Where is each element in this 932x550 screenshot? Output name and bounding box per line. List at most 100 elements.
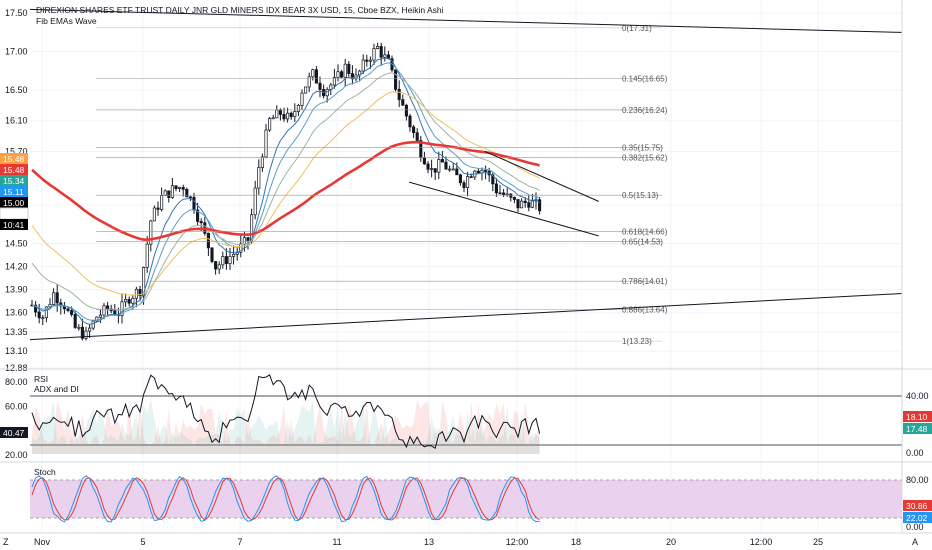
candle-body bbox=[98, 314, 102, 318]
price-tag: 15.48 bbox=[0, 153, 28, 164]
price-tick-label: 15.70 bbox=[5, 146, 28, 156]
adx-tick-label: 0.00 bbox=[906, 448, 924, 458]
timezone-toggle-icon[interactable]: Z bbox=[3, 537, 9, 547]
price-tick-label: 13.90 bbox=[5, 285, 28, 295]
chart-title: DIREXION SHARES ETF TRUST DAILY JNR GLD … bbox=[36, 5, 444, 15]
price-tag: 15.00 bbox=[0, 197, 28, 208]
trendline bbox=[29, 293, 903, 341]
candle-body bbox=[160, 195, 164, 210]
stoch-band-fill bbox=[30, 480, 902, 518]
price-tag: 10:41 bbox=[0, 219, 28, 230]
rsi-tick-label: 80.00 bbox=[5, 377, 28, 387]
candle-body bbox=[199, 221, 203, 224]
stoch-value-tag-label: 22.02 bbox=[906, 513, 928, 523]
time-tick-label: 7 bbox=[237, 537, 242, 547]
candle-body bbox=[152, 207, 156, 222]
candle-body bbox=[433, 168, 437, 173]
price-tag-label: 14.99 bbox=[3, 209, 25, 219]
candle-body bbox=[55, 292, 59, 304]
time-tick-label: 12:00 bbox=[506, 537, 529, 547]
candle-body bbox=[37, 311, 41, 319]
price-tick-label: 14.20 bbox=[5, 262, 28, 272]
candle-body bbox=[260, 156, 264, 168]
candle-body bbox=[509, 193, 513, 198]
time-tick-label: 13 bbox=[424, 537, 434, 547]
di-value-tag: 17.48 bbox=[903, 423, 932, 434]
price-tag-label: 15.34 bbox=[3, 176, 25, 186]
ema-21-line bbox=[31, 72, 540, 311]
candle-body bbox=[91, 320, 95, 329]
price-pane[interactable] bbox=[30, 42, 542, 341]
candle-body bbox=[70, 310, 74, 315]
stoch-value-tag-bg bbox=[903, 512, 932, 523]
candle-body bbox=[214, 261, 218, 270]
candle-body bbox=[379, 46, 383, 58]
candle-body bbox=[48, 304, 52, 308]
candle-body bbox=[415, 132, 419, 141]
candle-body bbox=[538, 199, 542, 212]
candle-body bbox=[66, 308, 70, 311]
candle-body bbox=[361, 59, 365, 72]
candle-body bbox=[221, 256, 225, 266]
fib-level-label: 0.886(13.64) bbox=[622, 306, 668, 315]
candle-body bbox=[188, 196, 192, 199]
candle-body bbox=[278, 109, 282, 115]
candle-body bbox=[516, 199, 520, 209]
candle-body bbox=[286, 112, 290, 120]
fib-level-label: 0.35(15.75) bbox=[622, 144, 663, 153]
candle-body bbox=[124, 299, 128, 303]
stoch-pane[interactable]: 80.00 0.00 30.86 22.02 bbox=[30, 475, 932, 532]
candle-body bbox=[242, 237, 246, 245]
candle-body bbox=[232, 253, 236, 257]
price-tick-label: 13.10 bbox=[5, 346, 28, 356]
price-tag: 14.99 bbox=[0, 207, 29, 220]
time-axis[interactable]: Nov 5 7 11 13 12:00 18 20 12:00 25 bbox=[34, 537, 823, 547]
candle-body bbox=[282, 114, 286, 120]
ema-34-line bbox=[31, 91, 540, 296]
candle-body bbox=[437, 159, 441, 173]
candle-body bbox=[127, 299, 131, 304]
candle-body bbox=[257, 167, 261, 189]
price-tag-bg bbox=[0, 197, 28, 208]
candle-body bbox=[520, 200, 524, 209]
di-minus-area bbox=[32, 399, 540, 454]
rsi-value-tag: 40.47 bbox=[0, 427, 28, 438]
price-tag: 15.11 bbox=[0, 186, 28, 197]
rsi-pane[interactable]: 80.00 60.00 20.00 40.00 0.00 40.47 18.10 17.48 bbox=[0, 374, 932, 460]
candle-body bbox=[512, 196, 516, 200]
auto-scale-toggle[interactable]: A bbox=[912, 537, 918, 547]
candle-body bbox=[138, 288, 142, 297]
trendlines[interactable] bbox=[29, 8, 903, 341]
candle-body bbox=[332, 77, 336, 86]
adx-tick-label: 40.00 bbox=[906, 391, 929, 401]
fib-level-label: 0.236(16.24) bbox=[622, 106, 668, 115]
candle-body bbox=[502, 192, 506, 196]
candle-body bbox=[530, 200, 534, 208]
price-tag-label: 15.48 bbox=[3, 154, 25, 164]
price-tick-label: 16.50 bbox=[5, 85, 28, 95]
candle-body bbox=[80, 326, 84, 339]
candle-body bbox=[494, 183, 498, 194]
candle-body bbox=[448, 168, 452, 171]
candle-body bbox=[307, 76, 311, 88]
time-tick-label: 11 bbox=[332, 537, 341, 547]
candle-body bbox=[289, 112, 293, 118]
candle-body bbox=[368, 59, 372, 62]
candle-body bbox=[174, 185, 178, 189]
candle-body bbox=[476, 170, 480, 174]
candle-body bbox=[455, 168, 459, 176]
candle-body bbox=[224, 256, 228, 264]
fib-level-label: 0.786(14.01) bbox=[622, 277, 668, 286]
rsi-tick-label: 20.00 bbox=[5, 450, 28, 460]
candle-body bbox=[185, 188, 189, 198]
candle-body bbox=[163, 190, 167, 196]
adx-label: ADX and DI bbox=[34, 384, 79, 394]
candle-body bbox=[422, 157, 426, 165]
di-value-tag-bg bbox=[903, 423, 932, 434]
candle-body bbox=[170, 185, 174, 198]
fib-retracement: 0(17.31) 0.145(16.65) 0.236(16.24) 0.35(15.… bbox=[96, 24, 668, 346]
candle-body bbox=[246, 237, 250, 241]
candle-body bbox=[34, 304, 38, 313]
